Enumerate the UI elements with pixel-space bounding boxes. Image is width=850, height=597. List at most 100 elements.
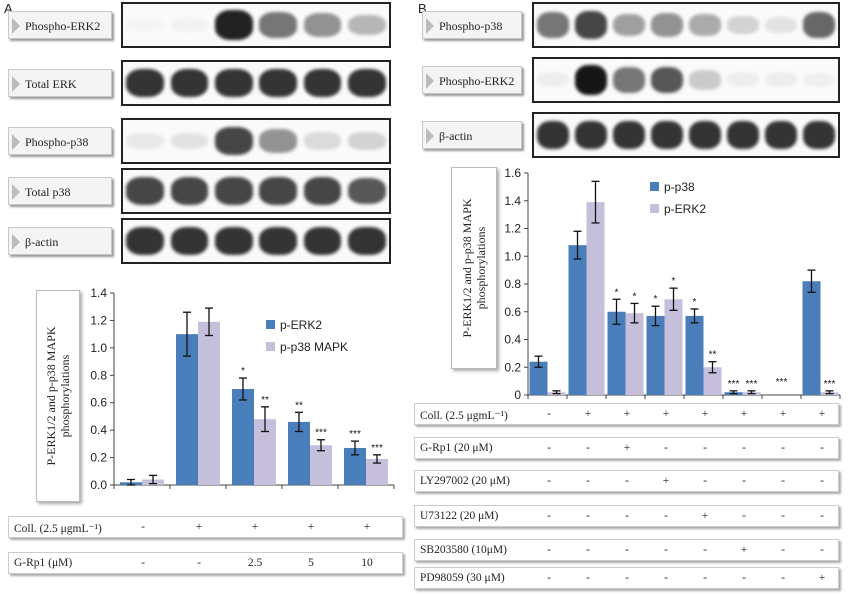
blot-band <box>259 68 297 98</box>
blot-band <box>536 120 570 150</box>
significance-label: * <box>654 294 658 305</box>
blot-label: Total ERK <box>8 69 112 97</box>
significance-label: *** <box>728 379 740 390</box>
blot-band <box>650 66 684 94</box>
treatment-value: + <box>623 442 631 454</box>
blot-band <box>126 177 164 205</box>
y-tick-label: 1.2 <box>504 222 521 236</box>
blot-band <box>650 120 684 150</box>
treatment-value: - <box>703 544 707 556</box>
blot-band <box>214 10 253 40</box>
significance-label: ** <box>261 395 269 406</box>
treatment-value: - <box>547 572 551 584</box>
legend-swatch <box>266 342 275 351</box>
bar <box>176 334 198 485</box>
treatment-value: - <box>586 475 590 487</box>
chart-b-ylabel-box: P-ERK1/2 and p-p38 MAPK phosphorylations <box>451 167 497 369</box>
blot-label: Phospho-ERK2 <box>422 66 522 94</box>
treatment-value: - <box>625 544 629 556</box>
treatment-value: 5 <box>308 557 314 569</box>
treatment-row: G-Rp1 (20 μM) - - + - - - - - <box>414 437 839 459</box>
treatment-row: SB203580 (10μM) - - - - - + - - <box>414 539 839 561</box>
treatment-value: - <box>141 557 145 569</box>
treatment-value: - <box>664 510 668 522</box>
blot-band <box>688 120 722 150</box>
treatment-value: - <box>586 442 590 454</box>
blot-band <box>688 14 722 36</box>
treatment-value: - <box>547 408 551 420</box>
y-tick-label: 0.8 <box>90 368 107 382</box>
blot-band <box>574 120 608 150</box>
blot-band <box>170 68 209 98</box>
significance-label: *** <box>349 429 361 440</box>
significance-label: *** <box>824 379 836 390</box>
bar <box>802 281 821 395</box>
treatment-value: + <box>195 521 203 533</box>
blot-band <box>726 120 760 150</box>
bar <box>586 202 605 395</box>
treatment-row: G-Rp1 (μM) - - 2.5 5 10 <box>8 552 403 574</box>
chart-b-ylabel: P-ERK1/2 and p-p38 MAPK phosphorylations <box>460 198 488 338</box>
significance-label: * <box>615 287 619 298</box>
bar <box>646 315 665 395</box>
blot-band <box>303 177 342 205</box>
treatment-value: - <box>547 475 551 487</box>
treatment-label: G-Rp1 (μM) <box>14 557 73 569</box>
blot-band <box>170 132 209 150</box>
treatment-label: PD98059 (30 μM) <box>420 572 505 584</box>
treatment-value: - <box>703 475 707 487</box>
blot-band <box>214 127 253 155</box>
bar <box>366 458 388 485</box>
blot-band <box>536 12 570 38</box>
blot-band <box>214 68 253 98</box>
treatment-value: + <box>818 408 826 420</box>
y-tick-label: 1.0 <box>90 341 107 355</box>
treatment-value: - <box>547 442 551 454</box>
treatment-value: - <box>586 572 590 584</box>
significance-label: *** <box>315 428 327 439</box>
treatment-value: - <box>547 510 551 522</box>
treatment-label: Coll. (2.5 μgmL⁻¹) <box>14 523 102 535</box>
treatment-value: - <box>547 544 551 556</box>
bar <box>198 321 220 485</box>
bar <box>607 311 626 395</box>
chart-a: 0.00.20.40.60.81.01.21.4*** ***** ******p-… <box>90 286 395 492</box>
legend-label: p-ERK2 <box>280 318 322 332</box>
blot-band <box>259 12 297 38</box>
treatment-value: + <box>779 408 787 420</box>
panel-a-letter: A <box>4 1 13 16</box>
blot-band <box>764 72 798 88</box>
y-tick-label: 1.4 <box>504 194 521 208</box>
blot-image <box>121 2 391 48</box>
blot-label: Total p38 <box>8 177 112 205</box>
blot-band <box>170 17 209 33</box>
significance-label: *** <box>371 443 383 454</box>
treatment-value: + <box>740 544 748 556</box>
y-tick-label: 1.6 <box>504 166 521 180</box>
blot-label: Phospho-ERK2 <box>8 11 112 39</box>
treatment-value: - <box>625 475 629 487</box>
treatment-row: PD98059 (30 μM) - - - - - - - + <box>414 567 839 589</box>
y-tick-label: 0.4 <box>90 423 107 437</box>
treatment-value: - <box>586 544 590 556</box>
legend-swatch <box>266 320 275 329</box>
blot-image <box>121 60 391 106</box>
treatment-value: - <box>664 544 668 556</box>
treatment-row: LY297002 (20 μM) - - - + - - - - <box>414 470 839 492</box>
y-tick-label: 0 <box>514 388 521 402</box>
bar <box>664 299 683 395</box>
blot-band <box>612 120 646 150</box>
blot-band <box>259 129 297 153</box>
treatment-label: SB203580 (10μM) <box>420 544 507 556</box>
blot-band <box>126 68 164 98</box>
blot-band <box>126 18 164 32</box>
legend-label: p-ERK2 <box>664 202 706 216</box>
bar <box>685 315 704 395</box>
blot-band <box>303 226 342 256</box>
bar <box>232 389 254 485</box>
y-tick-label: 0.6 <box>90 396 107 410</box>
panel-b-letter: B <box>418 1 427 16</box>
treatment-value: + <box>307 521 315 533</box>
blot-image <box>532 112 840 158</box>
blot-band <box>259 177 297 205</box>
